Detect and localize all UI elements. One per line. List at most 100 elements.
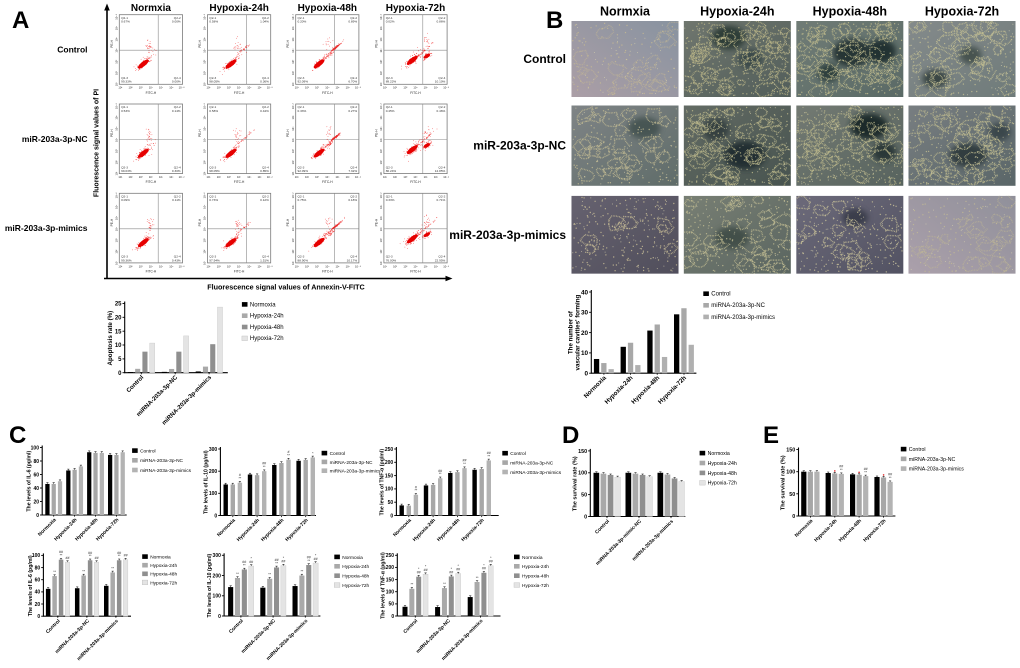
svg-text:*: * bbox=[457, 564, 459, 568]
svg-text:10¹: 10¹ bbox=[379, 261, 383, 265]
svg-text:10²: 10² bbox=[115, 71, 119, 75]
svg-text:FITC-H: FITC-H bbox=[322, 270, 333, 274]
svg-text:10²: 10² bbox=[217, 86, 221, 90]
svg-text:10¹: 10¹ bbox=[291, 172, 295, 176]
svg-text:##: ## bbox=[456, 567, 460, 571]
svg-text:Q2-3: Q2-3 bbox=[298, 76, 305, 80]
svg-text:10⁵: 10⁵ bbox=[247, 175, 251, 179]
svg-text:Q2-1: Q2-1 bbox=[386, 16, 393, 20]
svg-text:10¹: 10¹ bbox=[295, 264, 299, 268]
svg-text:10¹: 10¹ bbox=[291, 82, 295, 86]
svg-text:FITC-H: FITC-H bbox=[322, 91, 333, 95]
svg-text:10⁴: 10⁴ bbox=[413, 175, 418, 179]
svg-text:FITC-H: FITC-H bbox=[410, 91, 421, 95]
svg-text:10⁷·²: 10⁷·² bbox=[115, 103, 119, 109]
svg-text:10³: 10³ bbox=[315, 264, 319, 268]
svg-text:100: 100 bbox=[213, 594, 222, 600]
svg-text:0.33%: 0.33% bbox=[386, 198, 395, 202]
svg-text:0: 0 bbox=[391, 614, 394, 620]
svg-text:0.71%: 0.71% bbox=[437, 198, 446, 202]
svg-text:Hypoxia-24h: Hypoxia-24h bbox=[236, 518, 261, 543]
svg-text:Hypoxia-48h: Hypoxia-48h bbox=[250, 325, 284, 331]
svg-text:**: ** bbox=[238, 477, 241, 481]
svg-text:10⁶: 10⁶ bbox=[169, 175, 173, 179]
svg-text:10⁷·²: 10⁷·² bbox=[179, 264, 185, 268]
svg-text:10⁴: 10⁴ bbox=[291, 226, 295, 231]
svg-text:Q2-3: Q2-3 bbox=[209, 255, 216, 259]
svg-text:50: 50 bbox=[389, 602, 395, 608]
svg-text:Q2-4: Q2-4 bbox=[350, 255, 357, 259]
svg-text:##: ## bbox=[117, 551, 121, 555]
svg-text:##: ## bbox=[95, 556, 99, 560]
svg-text:Normxia: Normxia bbox=[131, 3, 171, 14]
svg-text:10²: 10² bbox=[203, 250, 207, 254]
svg-text:10³: 10³ bbox=[403, 264, 407, 268]
svg-text:10⁷·²: 10⁷·² bbox=[267, 264, 273, 268]
svg-text:10⁶: 10⁶ bbox=[169, 86, 173, 90]
svg-text:200: 200 bbox=[209, 469, 218, 475]
svg-text:10¹: 10¹ bbox=[295, 86, 299, 90]
svg-text:10³: 10³ bbox=[291, 238, 295, 242]
svg-text:10¹: 10¹ bbox=[207, 86, 211, 90]
svg-text:10⁴: 10⁴ bbox=[203, 137, 207, 142]
svg-text:10: 10 bbox=[581, 350, 589, 357]
svg-text:**: ** bbox=[864, 470, 867, 474]
svg-text:##: ## bbox=[438, 469, 442, 473]
svg-text:10⁵: 10⁵ bbox=[203, 127, 207, 131]
svg-text:Control: Control bbox=[45, 618, 62, 635]
svg-text:10¹: 10¹ bbox=[207, 264, 211, 268]
svg-text:0.67%: 0.67% bbox=[121, 20, 130, 24]
svg-text:Control: Control bbox=[140, 449, 155, 455]
svg-text:Q2-3: Q2-3 bbox=[121, 255, 128, 259]
svg-text:PE-H: PE-H bbox=[286, 129, 290, 137]
svg-text:10⁶: 10⁶ bbox=[379, 115, 383, 119]
svg-text:0: 0 bbox=[37, 614, 40, 620]
svg-text:10³: 10³ bbox=[227, 175, 231, 179]
svg-text:10³: 10³ bbox=[403, 175, 407, 179]
svg-text:**: ** bbox=[275, 561, 278, 565]
svg-text:##: ## bbox=[839, 465, 843, 469]
svg-text:10⁷·²: 10⁷·² bbox=[443, 175, 449, 179]
svg-text:miR-203a-3p-NC: miR-203a-3p-NC bbox=[473, 139, 566, 153]
svg-text:10⁶: 10⁶ bbox=[169, 264, 173, 268]
svg-text:10⁵: 10⁵ bbox=[335, 175, 339, 179]
svg-text:0.18%: 0.18% bbox=[348, 198, 357, 202]
svg-text:The number of: The number of bbox=[568, 310, 575, 354]
svg-text:10⁶: 10⁶ bbox=[115, 205, 119, 209]
svg-text:12.85%: 12.85% bbox=[435, 169, 446, 173]
svg-text:miRNA-203a-3p-mimics: miRNA-203a-3p-mimics bbox=[330, 469, 382, 475]
svg-text:0.27%: 0.27% bbox=[348, 109, 357, 113]
svg-text:PE-H: PE-H bbox=[286, 218, 290, 226]
svg-text:99.33%: 99.33% bbox=[121, 80, 132, 84]
svg-text:Control: Control bbox=[57, 45, 87, 55]
svg-text:100: 100 bbox=[31, 445, 40, 451]
svg-text:The levels of IL-10 (pg/ml): The levels of IL-10 (pg/ml) bbox=[203, 450, 209, 514]
svg-text:10⁵: 10⁵ bbox=[424, 86, 428, 90]
svg-text:10⁷·²: 10⁷·² bbox=[443, 264, 449, 268]
svg-text:Q2-3: Q2-3 bbox=[121, 165, 128, 169]
svg-text:10²: 10² bbox=[393, 175, 397, 179]
svg-text:10⁵: 10⁵ bbox=[291, 216, 295, 220]
svg-text:10: 10 bbox=[115, 343, 122, 349]
svg-text:10³: 10³ bbox=[115, 149, 119, 153]
svg-text:Q2-2: Q2-2 bbox=[262, 16, 269, 20]
svg-text:Q2-4: Q2-4 bbox=[262, 165, 269, 169]
svg-text:10⁴: 10⁴ bbox=[379, 48, 383, 53]
svg-text:200: 200 bbox=[213, 573, 222, 579]
svg-text:Normoxia: Normoxia bbox=[150, 555, 171, 561]
svg-text:##: ## bbox=[242, 560, 246, 564]
svg-text:0.36%: 0.36% bbox=[260, 80, 269, 84]
svg-text:FITC-H: FITC-H bbox=[322, 180, 333, 184]
svg-text:miRNA-203a-3p-NC: miRNA-203a-3p-NC bbox=[510, 461, 553, 467]
svg-text:10³: 10³ bbox=[379, 60, 383, 64]
svg-text:*: * bbox=[250, 557, 252, 561]
svg-text:#: # bbox=[239, 473, 241, 477]
svg-text:Hypoxia-48h: Hypoxia-48h bbox=[260, 518, 285, 543]
svg-text:Q2-4: Q2-4 bbox=[350, 76, 357, 80]
svg-text:##: ## bbox=[864, 467, 868, 471]
svg-text:5: 5 bbox=[118, 357, 122, 363]
svg-text:10³: 10³ bbox=[139, 175, 143, 179]
svg-text:Control: Control bbox=[402, 618, 419, 635]
svg-text:PE-H: PE-H bbox=[374, 39, 378, 47]
svg-text:10¹: 10¹ bbox=[203, 261, 207, 265]
